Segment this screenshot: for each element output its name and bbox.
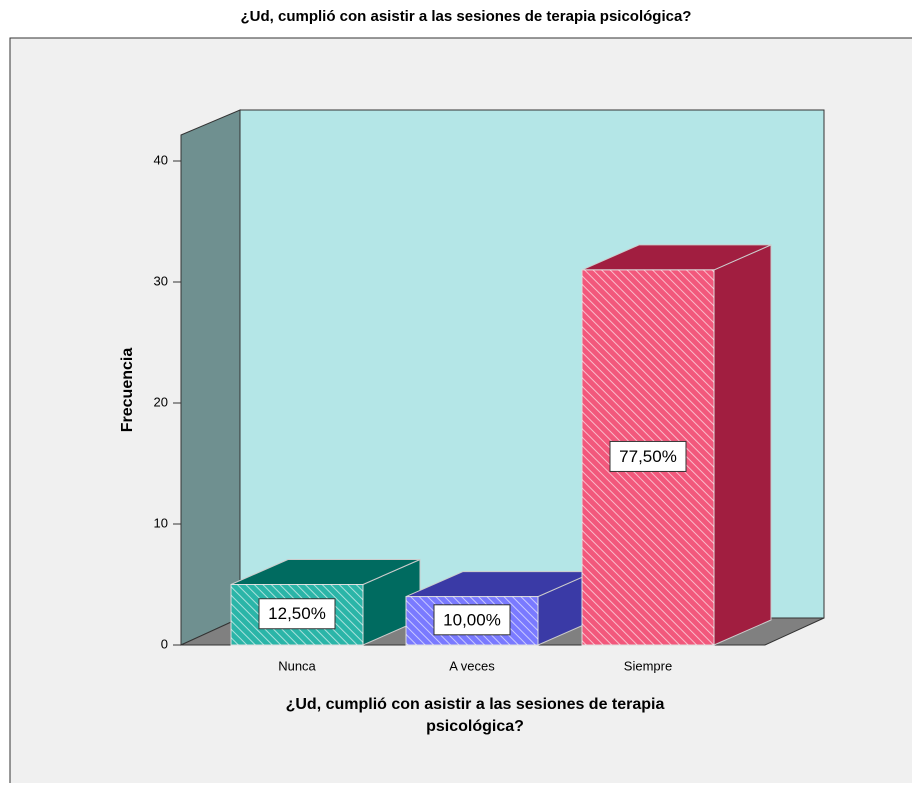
- x-tick-label: A veces: [449, 658, 495, 673]
- label-box: [258, 598, 336, 630]
- x-tick-label: Siempre: [624, 658, 672, 673]
- y-tick-label: 30: [154, 273, 168, 288]
- x-tick-label: Nunca: [278, 658, 316, 673]
- label-box: [433, 604, 511, 636]
- y-axis-label: Frecuencia: [119, 348, 136, 433]
- chart-title: ¿Ud, cumplió con asistir a las sesiones …: [241, 8, 692, 25]
- x-axis-label: psicológica?: [426, 718, 524, 735]
- label-box: [609, 440, 687, 472]
- y-tick-label: 20: [154, 394, 168, 409]
- data-label: 10,00%: [443, 610, 501, 629]
- y-tick-label: 40: [154, 152, 168, 167]
- data-label: 77,50%: [619, 447, 677, 466]
- y-tick-label: 0: [161, 636, 168, 651]
- left-wall: [180, 109, 241, 646]
- bar-side: [713, 244, 772, 646]
- y-tick-label: 10: [154, 515, 168, 530]
- x-axis-label: ¿Ud, cumplió con asistir a las sesiones …: [286, 696, 665, 713]
- data-label: 12,50%: [268, 604, 326, 623]
